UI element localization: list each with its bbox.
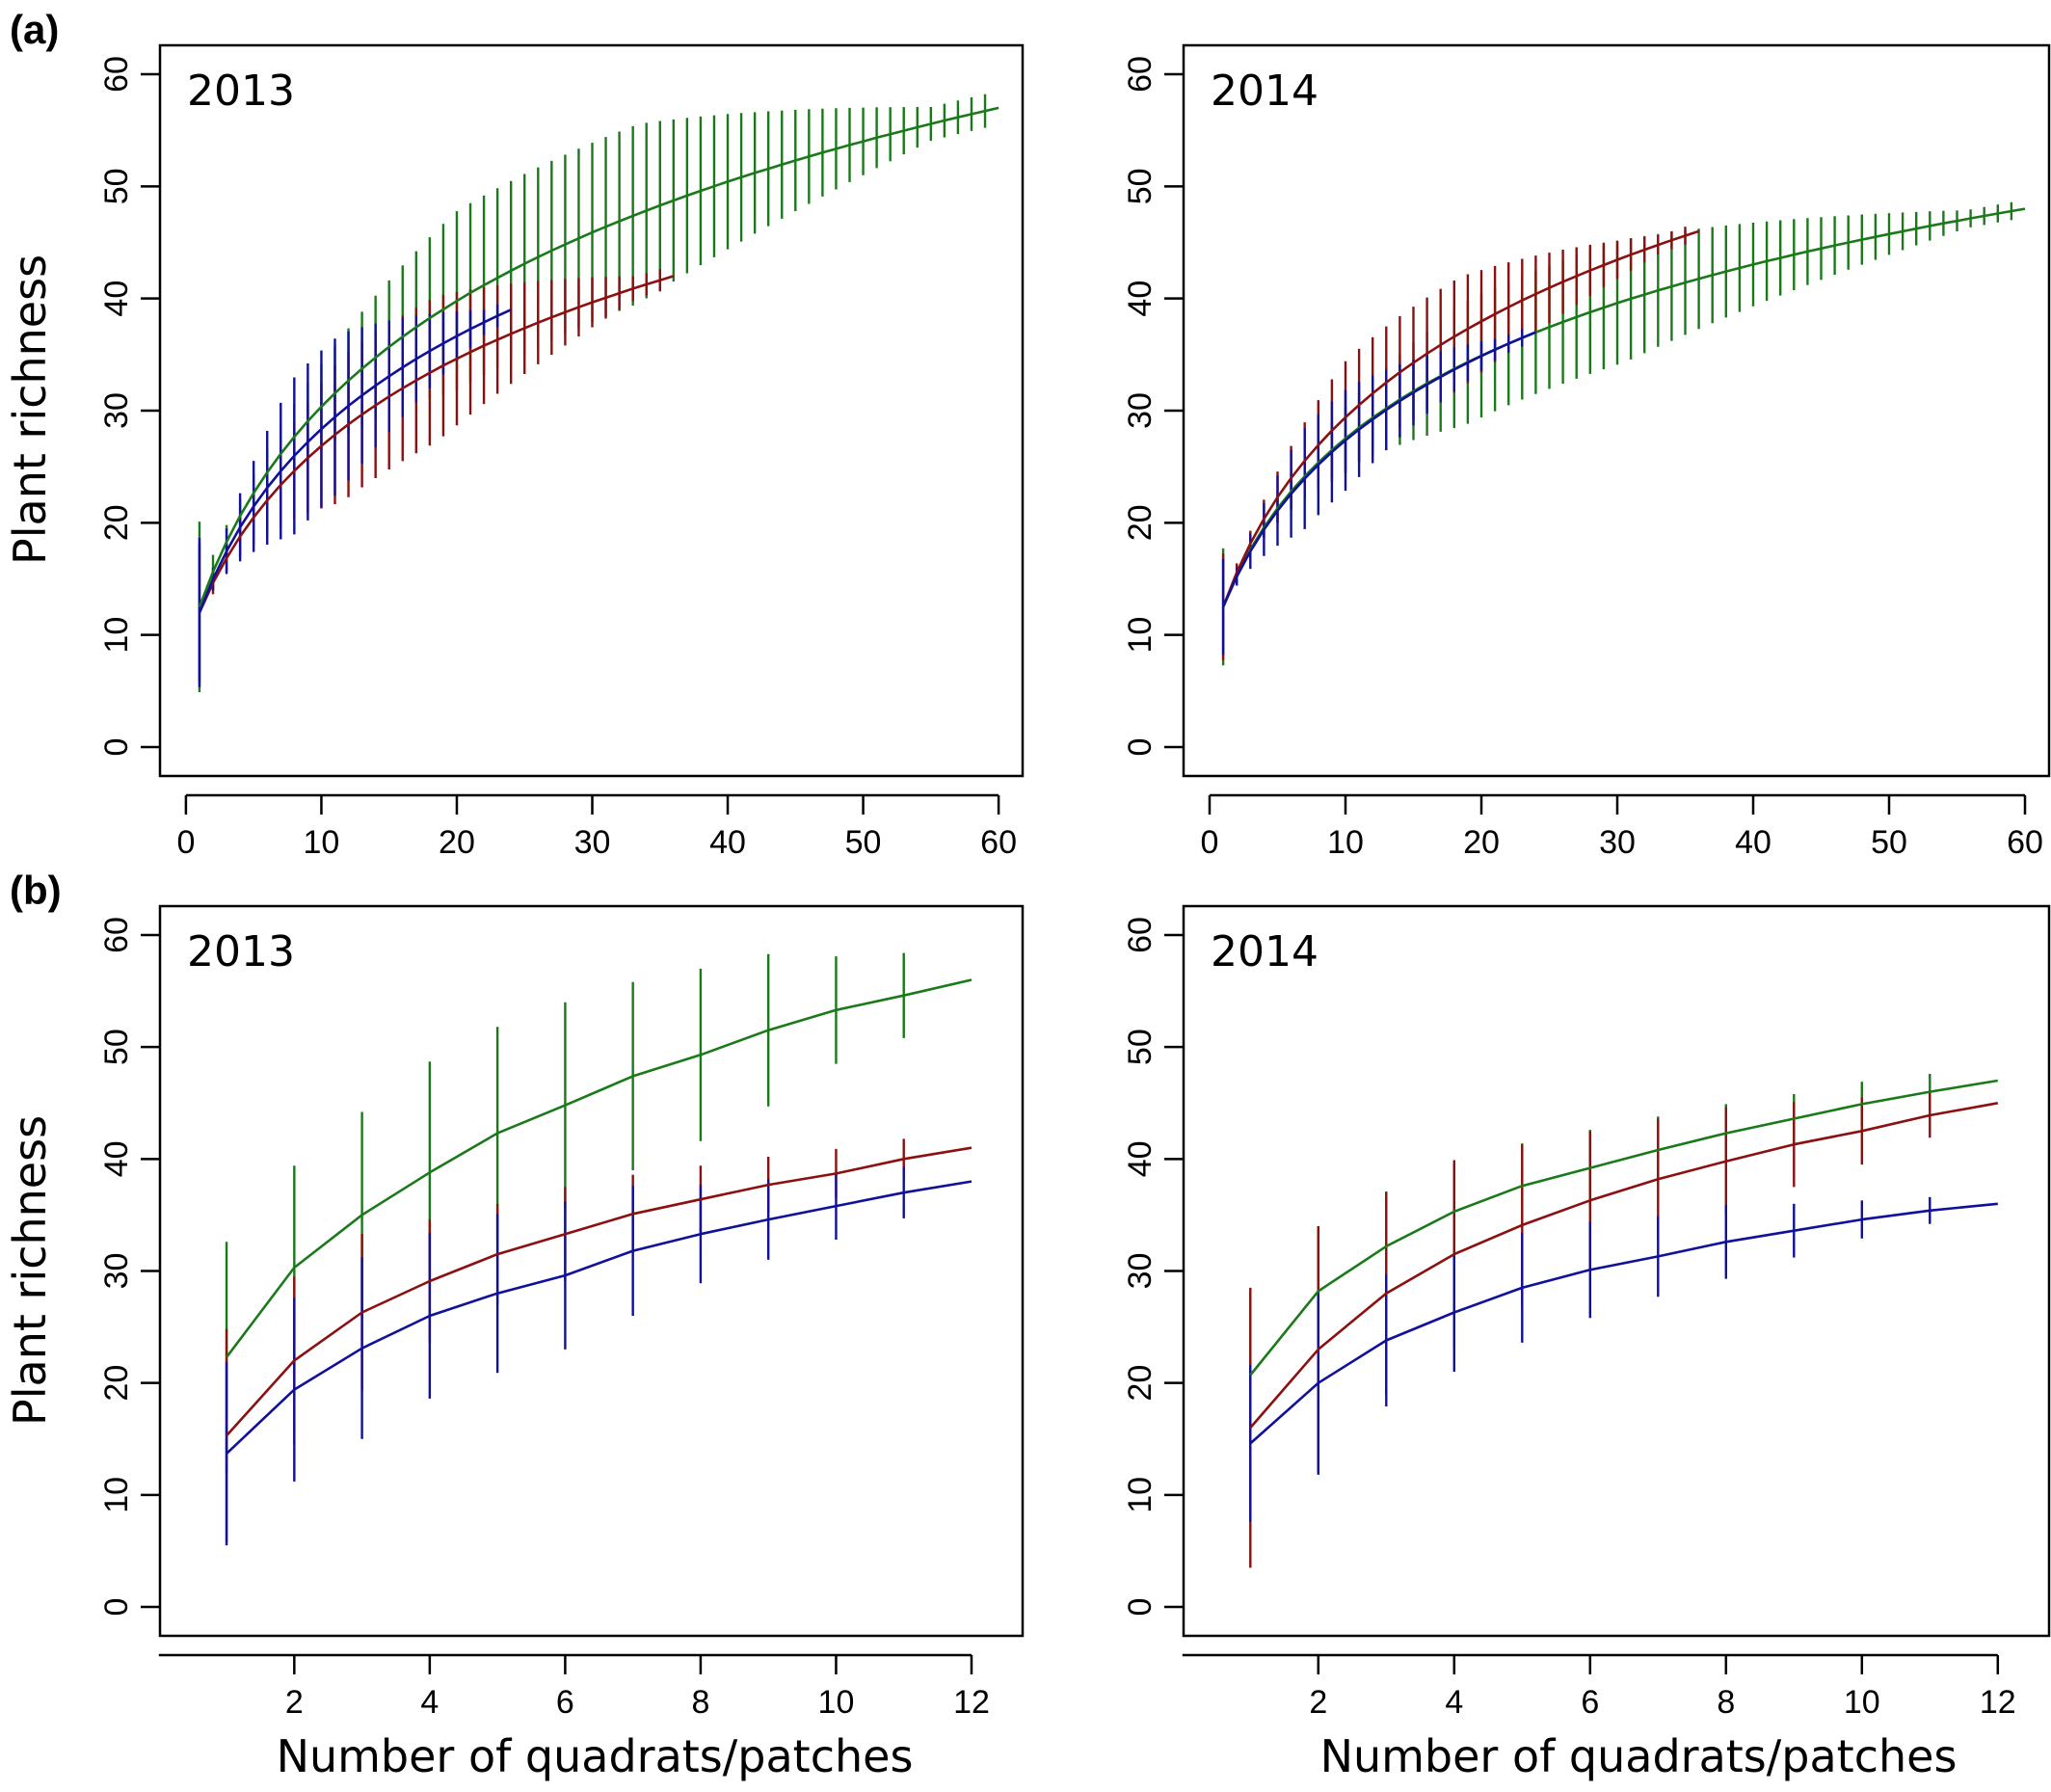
x-axis-label-left: Number of quadrats/patches [277,1730,914,1782]
series-line-blue [198,308,512,613]
year-label: 2013 [187,927,295,976]
plot-frame [158,904,1025,1638]
x-tick-label: 10 [1327,824,1364,861]
x-tick-label: 6 [556,1684,574,1721]
series-line-green [1221,207,2026,608]
series-line-blue [226,1180,972,1455]
x-tick-label: 50 [1871,824,1907,861]
y-tick-label: 0 [98,1598,135,1617]
y-tick-label: 50 [98,168,135,204]
y-tick-label: 30 [1122,392,1159,429]
y-tick-label: 40 [98,281,135,317]
x-tick-label: 2 [285,1684,304,1721]
x-tick-label: 12 [953,1684,990,1721]
x-tick-label: 50 [845,824,882,861]
y-axis-label-b: Plant richness [4,1115,56,1426]
plot-b-2014: 2014 0 10 20 30 40 50 60 2 4 6 8 10 12 [1122,904,2051,1721]
x-axis-label-right: Number of quadrats/patches [1320,1730,1958,1782]
y-axis-label-a: Plant richness [4,254,56,565]
y-tick-label: 0 [1122,1598,1159,1617]
y-tick-label: 30 [98,1253,135,1290]
x-tick-label: 8 [691,1684,709,1721]
x-tick-label: 60 [2007,824,2043,861]
panel-label-b: (b) [10,868,62,913]
x-tick-label: 0 [176,824,195,861]
series-line-green [1249,1079,1999,1377]
y-tick-label: 60 [1122,917,1159,953]
y-tick-label: 50 [1122,1029,1159,1065]
y-tick-label: 60 [1122,56,1159,93]
series-line-green [226,978,972,1358]
y-tick-label: 40 [1122,1140,1159,1177]
x-tick-label: 40 [1735,824,1771,861]
y-tick-label: 30 [1122,1253,1159,1290]
y-tick-label: 50 [1122,168,1159,204]
year-label: 2013 [187,67,295,116]
x-tick-label: 40 [709,824,746,861]
x-tick-label: 2 [1309,1684,1327,1721]
series-line-green [198,106,999,608]
x-tick-label: 6 [1581,1684,1599,1721]
series-line-red [198,275,675,613]
plot-a-2013: 2013 0 10 20 30 40 50 60 0 10 20 30 40 50 60 [98,43,1025,861]
x-tick-label: 20 [1463,824,1500,861]
x-tick-label: 20 [439,824,475,861]
x-tick-label: 8 [1717,1684,1735,1721]
y-tick-label: 10 [98,1477,135,1513]
y-tick-label: 40 [1122,281,1159,317]
series-line-red [1249,1102,1999,1429]
y-tick-label: 10 [1122,1477,1159,1513]
y-tick-label: 20 [98,1365,135,1402]
x-tick-label: 10 [1844,1684,1880,1721]
y-tick-label: 10 [1122,617,1159,654]
x-tick-label: 0 [1201,824,1219,861]
y-tick-label: 50 [98,1029,135,1065]
y-tick-label: 0 [98,738,135,757]
x-tick-label: 30 [574,824,611,861]
series-line-red [226,1146,972,1437]
plot-frame [1182,904,2051,1638]
y-tick-label: 20 [1122,504,1159,541]
x-tick-label: 4 [420,1684,439,1721]
y-tick-label: 30 [98,392,135,429]
y-tick-label: 60 [98,917,135,953]
year-label: 2014 [1211,927,1318,976]
x-tick-label: 60 [980,824,1017,861]
x-tick-label: 4 [1445,1684,1463,1721]
x-tick-label: 30 [1599,824,1636,861]
y-tick-label: 20 [1122,1365,1159,1402]
y-tick-label: 40 [98,1140,135,1177]
panel-label-a: (a) [10,7,59,52]
series-line-red [1221,229,1700,608]
x-tick-label: 12 [1980,1684,2016,1721]
plot-b-2013: 2013 0 10 20 30 40 50 60 2 4 6 8 10 12 [98,904,1025,1721]
x-tick-label: 10 [818,1684,855,1721]
y-tick-label: 20 [98,504,135,541]
year-label: 2014 [1211,67,1318,116]
y-tick-label: 60 [98,56,135,93]
series-line-blue [1249,1202,1998,1445]
plot-a-2014: 2014 0 10 20 30 40 50 60 0 10 20 30 40 50 60 [1122,43,2051,861]
plot-frame [1182,43,2051,778]
x-tick-label: 10 [304,824,340,861]
series-line-blue [1221,331,1536,608]
y-tick-label: 10 [98,617,135,654]
y-tick-label: 0 [1122,738,1159,757]
